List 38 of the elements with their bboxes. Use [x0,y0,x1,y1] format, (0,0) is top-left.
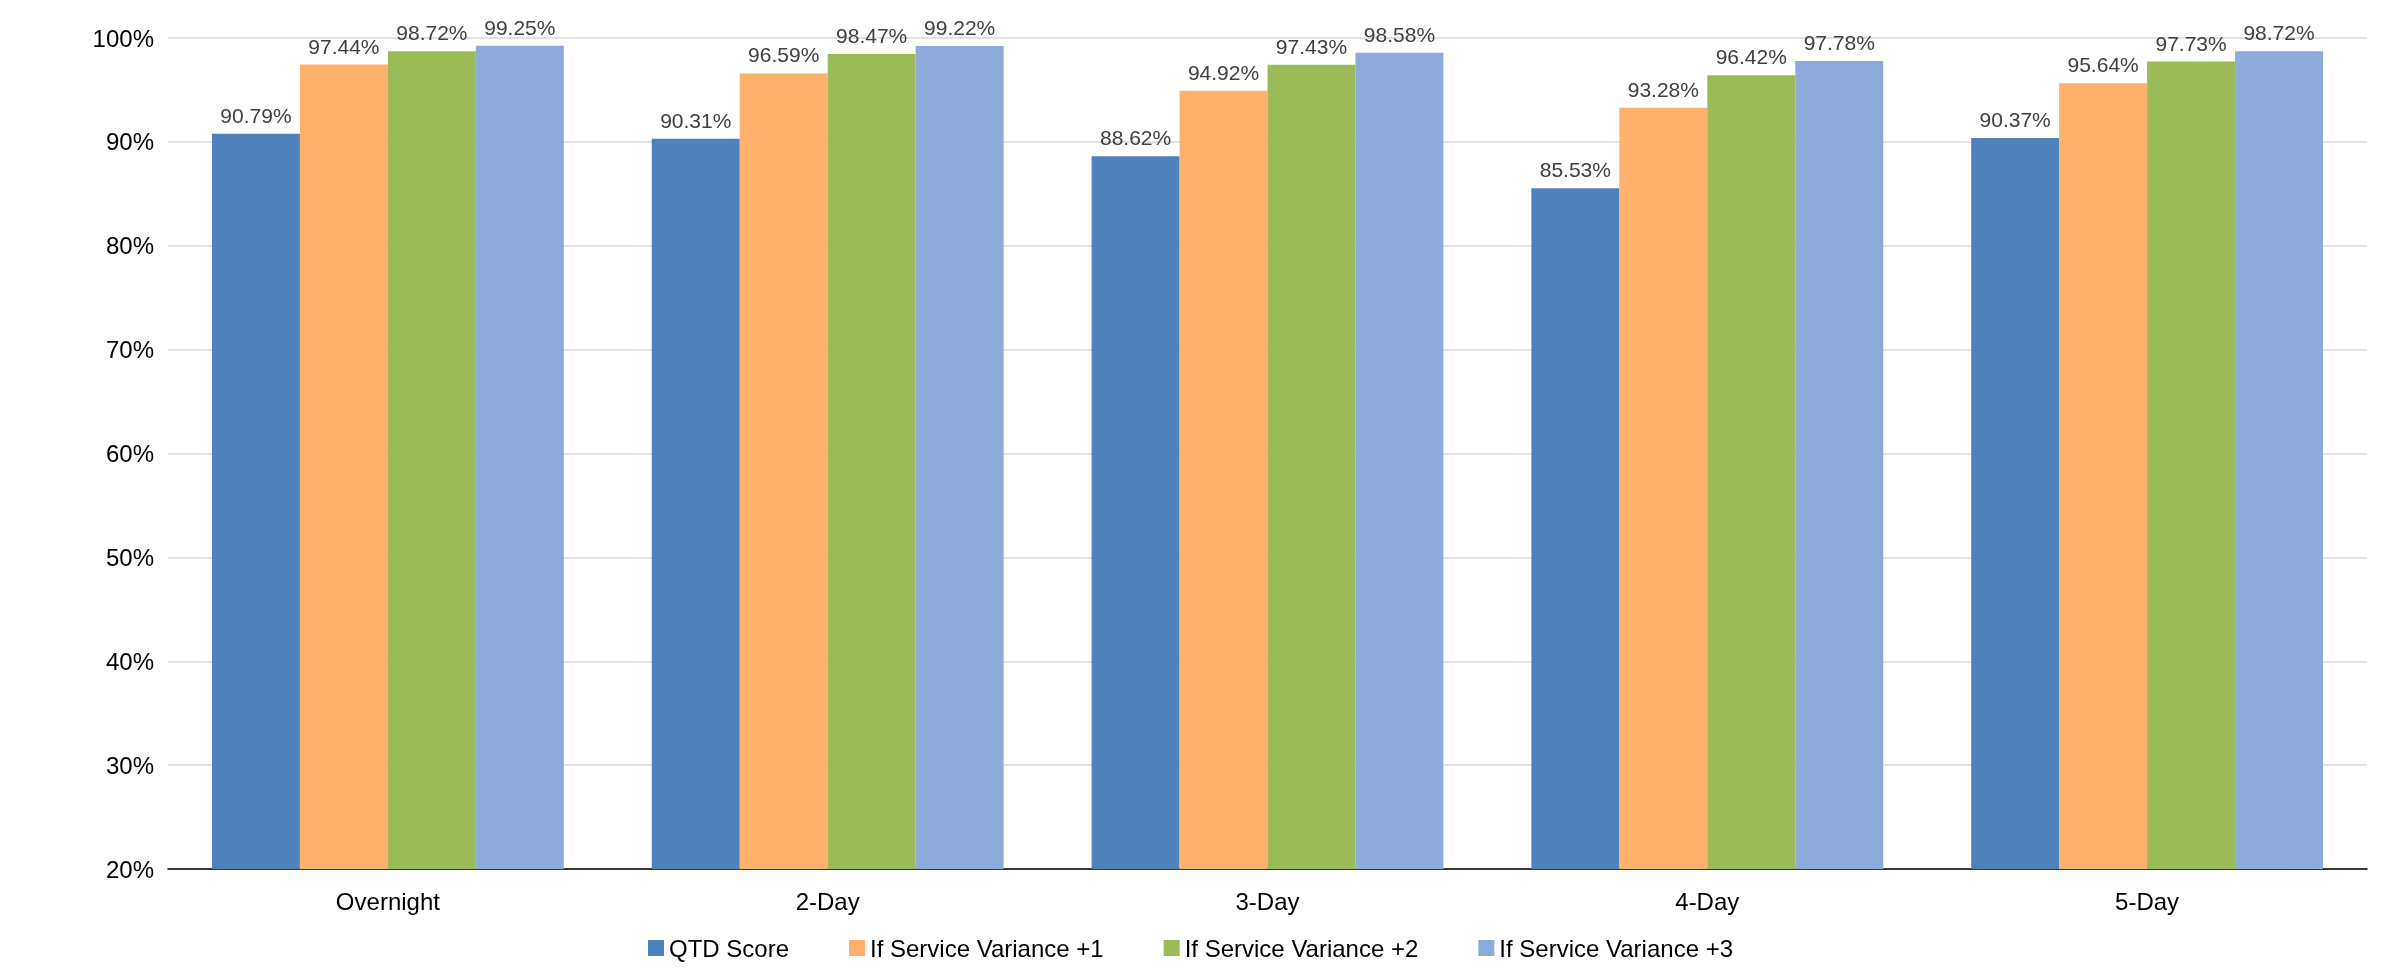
legend-label: QTD Score [668,934,790,962]
data-label: 98.58% [1363,22,1436,46]
x-tick-label: 4-Day [1675,887,1740,915]
data-label: 94.92% [1187,60,1260,84]
y-tick-label: 80% [105,232,154,260]
x-tick-label: 5-Day [2115,887,2180,915]
data-label: 96.42% [1715,45,1787,69]
data-label: 90.79% [220,103,292,127]
y-tick-label: 100% [92,24,154,52]
data-label: 88.62% [1099,126,1172,150]
y-tick-label: 90% [105,128,154,156]
y-tick-label: 20% [105,855,154,883]
data-label: 90.37% [1979,108,2051,132]
legend-label: If Service Variance +3 [1499,934,1734,962]
data-label: 95.64% [2067,53,2139,77]
y-tick-label: 50% [105,543,154,571]
y-tick-label: 30% [105,751,154,779]
x-tick-label: Overnight [335,887,441,915]
data-label: 98.72% [396,21,468,45]
x-tick-label: 3-Day [1235,887,1300,915]
data-label: 85.53% [1539,158,1611,182]
data-label: 99.25% [484,15,556,39]
y-tick-label: 70% [105,336,154,364]
data-label: 97.73% [2155,31,2227,55]
data-label: 97.78% [1803,31,1875,55]
legend-label: If Service Variance +1 [870,934,1104,962]
data-label: 99.22% [924,16,996,40]
data-label: 97.43% [1275,34,1348,58]
data-label: 93.28% [1627,77,1699,101]
x-tick-label: 2-Day [795,887,860,915]
data-label: 90.31% [660,108,732,132]
data-label: 96.59% [748,43,820,67]
data-label: 97.44% [308,34,380,58]
data-label: 98.47% [836,23,908,47]
y-tick-label: 40% [105,647,154,675]
legend-label: If Service Variance +2 [1184,934,1419,962]
y-tick-label: 60% [105,440,154,467]
data-label: 98.72% [2243,21,2315,45]
